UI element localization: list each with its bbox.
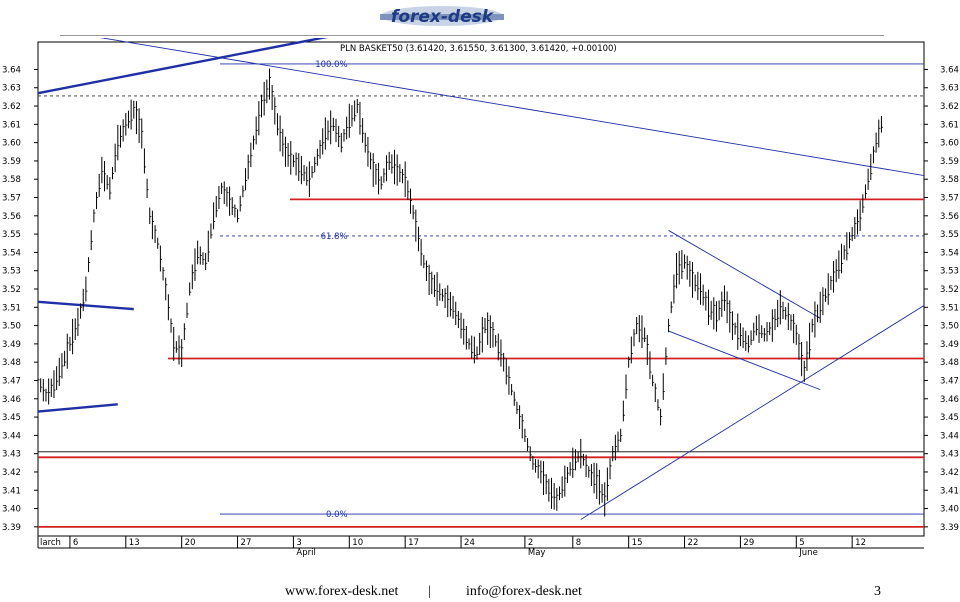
trendline	[100, 38, 925, 177]
y-axis-right: 3.39 3.40 3.41 3.42 3.43 3.44 3.45 3.46 3.47 3.48…	[924, 65, 959, 533]
y-tick-label-left: 3.56	[2, 212, 21, 222]
y-tick-label-left: 3.43	[2, 450, 21, 460]
y-tick-label-right: 3.53	[940, 267, 959, 277]
annotations: 100.0% 61.8% 0.0%	[315, 60, 347, 520]
trendline	[668, 230, 821, 319]
y-tick-label-left: 3.46	[2, 395, 21, 405]
y-tick-label-right: 3.50	[940, 322, 959, 332]
chart-title: PLN BASKET50 (3.61420, 3.61550, 3.61300,…	[340, 44, 617, 54]
footer: www.forex-desk.net | info@forex-desk.net…	[0, 584, 960, 602]
y-tick-label-right: 3.56	[940, 212, 959, 222]
y-tick-label-right: 3.55	[940, 230, 959, 240]
y-tick-label-right: 3.47	[940, 376, 959, 386]
y-tick-label-left: 3.51	[2, 303, 21, 313]
y-tick-label-left: 3.44	[2, 431, 21, 441]
footer-separator: |	[428, 584, 431, 599]
y-tick-label-right: 3.49	[940, 340, 959, 350]
footer-email[interactable]: info@forex-desk.net	[466, 584, 582, 599]
month-label: May	[528, 548, 546, 558]
footer-url[interactable]: www.forex-desk.net	[285, 584, 399, 599]
y-tick-label-right: 3.62	[940, 102, 959, 112]
y-tick-label-left: 3.64	[2, 65, 21, 75]
x-tick-label: 20	[185, 538, 196, 548]
y-tick-label-right: 3.63	[940, 84, 959, 94]
fib-label: 100.0%	[315, 60, 347, 70]
x-tick-label: 5	[799, 538, 804, 548]
y-tick-label-right: 3.45	[940, 413, 959, 423]
y-axis-left: 3.39 3.40 3.41 3.42 3.43 3.44 3.45 3.46 3.47 3.48…	[2, 65, 38, 533]
x-tick-label: 13	[129, 538, 140, 548]
logo-text: forex-desk	[391, 7, 495, 27]
price-chart: PLN BASKET50 (3.61420, 3.61550, 3.61300,…	[2, 38, 959, 558]
page-number: 3	[874, 584, 881, 599]
plot-frame	[37, 41, 925, 537]
y-tick-label-left: 3.58	[2, 175, 21, 185]
x-tick-label: 3	[296, 538, 301, 548]
x-tick-label: larch	[40, 538, 61, 548]
y-tick-label-right: 3.41	[940, 486, 959, 496]
y-tick-label-left: 3.63	[2, 84, 21, 94]
y-tick-label-left: 3.54	[2, 248, 21, 258]
y-tick-label-right: 3.46	[940, 395, 959, 405]
y-tick-label-left: 3.59	[2, 157, 21, 167]
x-tick-label: 15	[632, 538, 643, 548]
month-label: June	[798, 548, 818, 558]
fib-label: 61.8%	[321, 232, 348, 242]
month-label: April	[296, 548, 315, 558]
x-tick-label: 24	[464, 538, 475, 548]
y-tick-label-right: 3.57	[940, 194, 959, 204]
y-tick-label-left: 3.45	[2, 413, 21, 423]
y-tick-label-left: 3.60	[2, 139, 21, 149]
y-tick-label-left: 3.48	[2, 358, 21, 368]
levels	[38, 63, 924, 528]
y-tick-label-left: 3.49	[2, 340, 21, 350]
y-tick-label-right: 3.39	[940, 523, 959, 533]
y-tick-label-left: 3.61	[2, 120, 21, 130]
y-tick-label-right: 3.64	[940, 65, 959, 75]
trendline-thick	[37, 300, 134, 311]
y-tick-label-left: 3.47	[2, 376, 21, 386]
trendlines	[37, 38, 925, 520]
x-tick-label: 27	[241, 538, 252, 548]
y-tick-label-right: 3.54	[940, 248, 959, 258]
y-tick-label-left: 3.52	[2, 285, 21, 295]
trendline-thick	[37, 403, 118, 413]
x-tick-label: 29	[743, 538, 754, 548]
trendline-thick	[37, 38, 328, 95]
y-tick-label-right: 3.51	[940, 303, 959, 313]
forex-desk-logo: forex-desk	[380, 6, 504, 27]
y-tick-label-right: 3.59	[940, 157, 959, 167]
y-tick-label-left: 3.39	[2, 523, 21, 533]
y-tick-label-right: 3.61	[940, 120, 959, 130]
y-tick-label-left: 3.62	[2, 102, 21, 112]
y-tick-label-left: 3.40	[2, 505, 21, 515]
x-tick-label: 17	[408, 538, 419, 548]
y-tick-label-right: 3.48	[940, 358, 959, 368]
header-rule	[60, 35, 884, 36]
x-tick-label: 8	[576, 538, 581, 548]
trendline	[668, 330, 821, 391]
x-axis: larch 6 13 20 27 3 10 17 24 2 8 15 22 29 5 12 April May Ju…	[37, 536, 866, 558]
x-tick-label: 10	[352, 538, 363, 548]
x-tick-label: 12	[855, 538, 866, 548]
price-bars	[37, 68, 884, 517]
x-tick-label: 6	[73, 538, 78, 548]
y-tick-label-left: 3.42	[2, 468, 21, 478]
x-tick-label: 2	[528, 538, 533, 548]
y-tick-label-right: 3.52	[940, 285, 959, 295]
y-tick-label-left: 3.53	[2, 267, 21, 277]
x-tick-label: 22	[688, 538, 699, 548]
trendline	[580, 305, 925, 520]
y-tick-label-right: 3.58	[940, 175, 959, 185]
y-tick-label-right: 3.42	[940, 468, 959, 478]
y-tick-label-left: 3.57	[2, 194, 21, 204]
y-tick-label-left: 3.41	[2, 486, 21, 496]
y-tick-label-right: 3.43	[940, 450, 959, 460]
y-tick-label-left: 3.55	[2, 230, 21, 240]
y-tick-label-right: 3.60	[940, 139, 959, 149]
y-tick-label-right: 3.44	[940, 431, 959, 441]
y-tick-label-left: 3.50	[2, 322, 21, 332]
fib-label: 0.0%	[326, 510, 348, 520]
y-tick-label-right: 3.40	[940, 505, 959, 515]
